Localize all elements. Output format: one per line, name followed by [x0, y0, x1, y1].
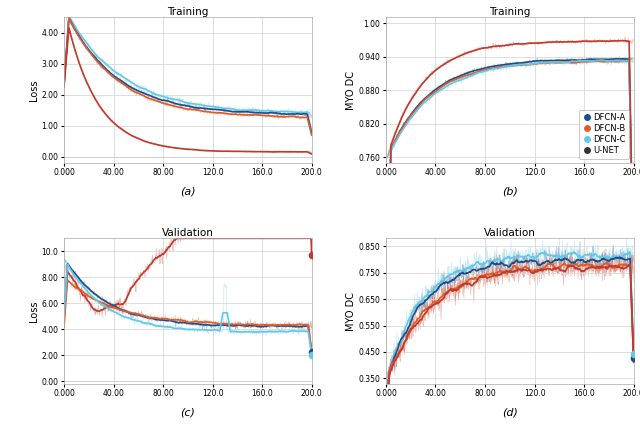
Y-axis label: Loss: Loss: [29, 300, 38, 322]
DFCN-B: [622, 58, 630, 64]
Title: Validation: Validation: [162, 228, 214, 238]
DFCN-C: [500, 65, 508, 70]
U-NET: [500, 43, 508, 48]
Y-axis label: Loss: Loss: [29, 79, 38, 101]
DFCN-A: [382, 366, 390, 371]
DFCN-C: [382, 366, 390, 371]
Line: DFCN-B: DFCN-B: [386, 61, 634, 368]
Title: Validation: Validation: [484, 228, 536, 238]
U-NET: [382, 365, 390, 370]
DFCN-B: [585, 59, 593, 65]
DFCN-B: [382, 366, 390, 371]
DFCN-A: [618, 56, 625, 61]
Text: (d): (d): [502, 408, 518, 418]
DFCN-A: [624, 57, 632, 62]
DFCN-C: [624, 58, 632, 63]
DFCN-B: [501, 64, 509, 69]
U-NET: [516, 41, 524, 47]
U-NET: [529, 41, 537, 46]
DFCN-A: [630, 292, 637, 297]
U-NET: [585, 39, 593, 44]
DFCN-C: [516, 62, 524, 67]
DFCN-C: [630, 293, 637, 298]
DFCN-C: [598, 57, 605, 62]
Title: Training: Training: [489, 7, 531, 17]
DFCN-B: [630, 293, 637, 298]
U-NET: [617, 38, 625, 43]
DFCN-A: [585, 57, 593, 62]
Line: DFCN-C: DFCN-C: [386, 60, 634, 369]
DFCN-B: [529, 61, 537, 67]
Legend: DFCN-A, DFCN-B, DFCN-C, U-NET: DFCN-A, DFCN-B, DFCN-C, U-NET: [579, 110, 629, 159]
DFCN-A: [500, 62, 508, 68]
U-NET: [624, 39, 632, 44]
Title: Training: Training: [167, 7, 209, 17]
U-NET: [501, 43, 509, 48]
Text: (c): (c): [180, 408, 195, 418]
DFCN-C: [585, 58, 593, 64]
DFCN-B: [624, 58, 632, 64]
DFCN-A: [529, 58, 537, 64]
Y-axis label: MYO DC: MYO DC: [346, 292, 356, 330]
Line: U-NET: U-NET: [386, 41, 634, 368]
DFCN-C: [501, 65, 509, 70]
Text: (b): (b): [502, 187, 518, 197]
DFCN-C: [529, 61, 537, 66]
Y-axis label: MYO DC: MYO DC: [346, 71, 356, 109]
Line: DFCN-A: DFCN-A: [386, 59, 634, 368]
DFCN-A: [516, 60, 524, 65]
DFCN-B: [500, 64, 508, 69]
Text: (a): (a): [180, 187, 196, 197]
DFCN-B: [516, 62, 524, 68]
U-NET: [630, 282, 637, 287]
DFCN-A: [501, 62, 509, 67]
